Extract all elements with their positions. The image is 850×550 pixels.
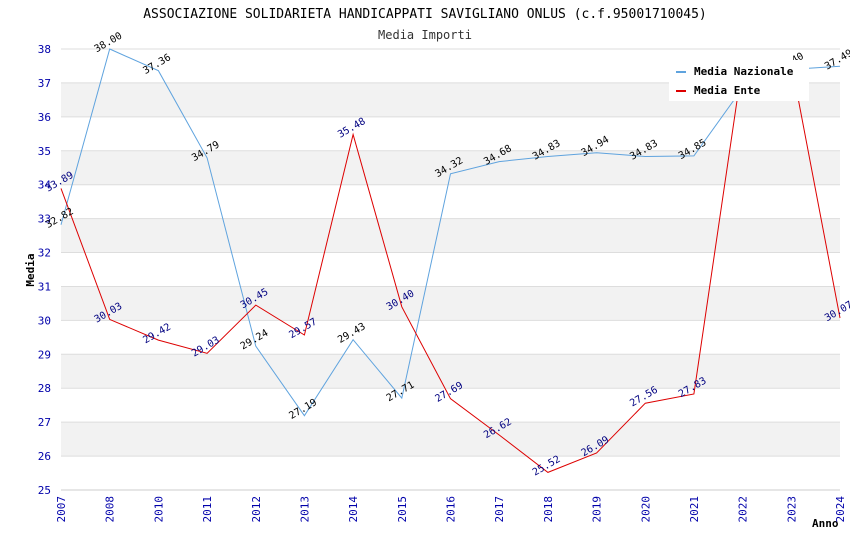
x-tick-label: 2011 bbox=[201, 496, 214, 523]
chart-title: ASSOCIAZIONE SOLIDARIETA HANDICAPPATI SA… bbox=[143, 7, 707, 22]
x-tick-label: 2021 bbox=[688, 496, 701, 523]
y-tick-label: 37 bbox=[38, 77, 51, 90]
x-tick-label: 2023 bbox=[785, 496, 798, 523]
grid-band bbox=[61, 252, 840, 287]
y-tick-labels: 25 26 27 28 29 30 31 32 33 34 35 36 37 38 bbox=[38, 43, 52, 497]
series-line-media-nazionale bbox=[60, 48, 841, 417]
grid-band bbox=[61, 286, 840, 321]
y-tick-label: 28 bbox=[38, 382, 51, 395]
y-tick-label: 25 bbox=[38, 484, 51, 497]
x-tick-label: 2018 bbox=[542, 496, 555, 523]
grid-band bbox=[61, 456, 840, 490]
legend-label-ente: Media Ente bbox=[694, 84, 761, 97]
grid-band bbox=[61, 422, 840, 457]
legend-label-nazionale: Media Nazionale bbox=[694, 65, 794, 78]
y-tick-label: 33 bbox=[38, 213, 51, 226]
x-axis-label: Anno bbox=[812, 517, 839, 530]
x-tick-label: 2016 bbox=[445, 496, 458, 523]
x-tick-label: 2020 bbox=[639, 496, 652, 523]
x-tick-label: 2014 bbox=[347, 496, 360, 523]
x-tick-labels: 2007 2008 2010 2011 2012 2013 2014 2015 2016 2017… bbox=[55, 496, 847, 523]
x-tick-label: 2022 bbox=[737, 496, 750, 523]
grid-band bbox=[61, 320, 840, 355]
x-tick-label: 2019 bbox=[591, 496, 604, 523]
grid-band bbox=[61, 388, 840, 423]
y-tick-label: 34 bbox=[38, 179, 52, 192]
x-tick-label: 2024 bbox=[834, 496, 847, 523]
x-tick-label: 2012 bbox=[250, 496, 263, 523]
x-tick-label: 2008 bbox=[104, 496, 117, 523]
x-tick-label: 2015 bbox=[396, 496, 409, 523]
x-tick-label: 2013 bbox=[298, 496, 311, 523]
series-line-media-ente bbox=[60, 62, 841, 473]
legend-box bbox=[669, 60, 809, 101]
y-tick-label: 30 bbox=[38, 314, 51, 327]
y-tick-label: 31 bbox=[38, 280, 51, 293]
grid-band bbox=[61, 184, 840, 219]
grid-band bbox=[61, 116, 840, 151]
grid-band bbox=[61, 218, 840, 253]
y-tick-label: 27 bbox=[38, 416, 51, 429]
y-tick-label: 26 bbox=[38, 450, 51, 463]
y-tick-label: 32 bbox=[38, 247, 51, 260]
y-tick-label: 36 bbox=[38, 111, 51, 124]
x-tick-label: 2017 bbox=[493, 496, 506, 523]
x-tick-label: 2007 bbox=[55, 496, 68, 523]
legend: Media Nazionale Media Ente bbox=[669, 60, 809, 101]
series-lines bbox=[60, 48, 841, 473]
y-axis-label: Media bbox=[24, 253, 37, 286]
y-tick-label: 35 bbox=[38, 145, 51, 158]
y-tick-label: 38 bbox=[38, 43, 51, 56]
y-tick-label: 29 bbox=[38, 348, 51, 361]
grid-band bbox=[61, 150, 840, 185]
chart-subtitle: Media Importi bbox=[378, 28, 472, 42]
grid-band bbox=[61, 354, 840, 389]
x-tick-label: 2010 bbox=[152, 496, 165, 523]
